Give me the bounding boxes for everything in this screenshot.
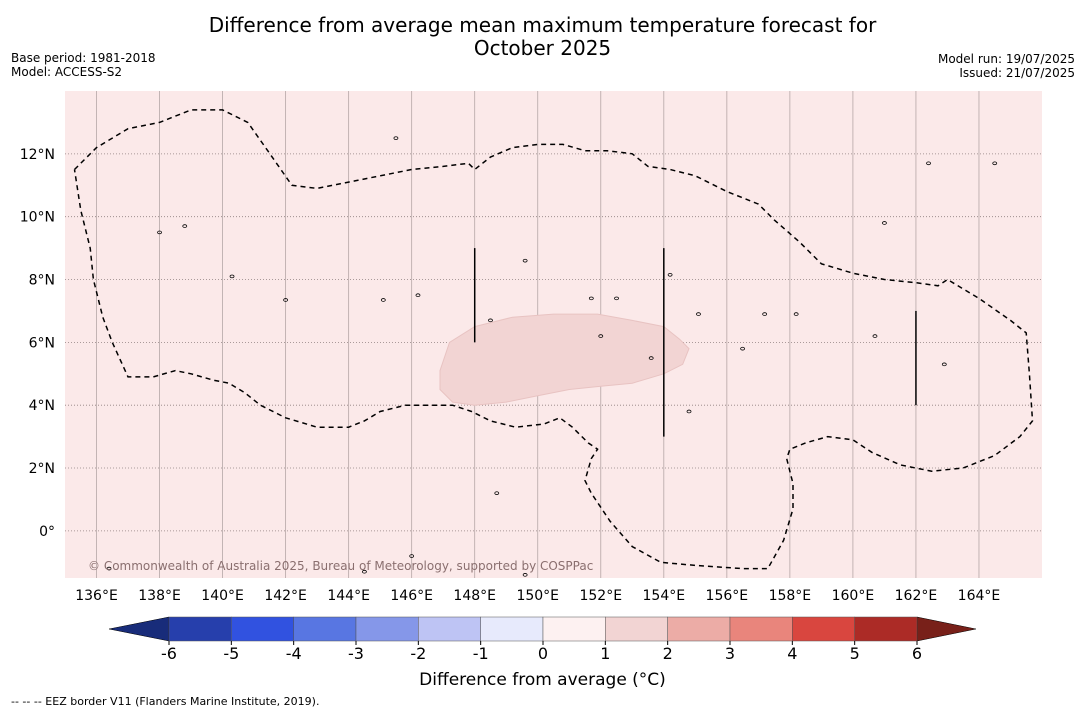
colorbar-tick-label: 6	[912, 644, 922, 663]
island-outline	[793, 312, 799, 316]
colorbar-segment	[854, 616, 918, 642]
island-outline	[667, 273, 673, 277]
colorbar-tick-label: 4	[787, 644, 797, 663]
eez-footnote: -- -- -- EEZ border V11 (Flanders Marine…	[11, 695, 320, 708]
island-outline	[992, 161, 998, 166]
lon-tick-label: 148°E	[453, 588, 496, 604]
island-outline	[872, 334, 878, 338]
colorbar-segment	[355, 616, 419, 642]
island-outline	[522, 258, 528, 263]
map-layer: 136°E 138°E 140°E 142°E 144°E 146°E 148°E 150°E…	[20, 91, 1042, 604]
base-period-text: Base period: 1981-2018	[11, 51, 156, 65]
island-outline	[696, 312, 701, 316]
colorbar-tick-label: 1	[600, 644, 610, 663]
lon-tick-label: 152°E	[579, 588, 622, 604]
island-outline	[393, 136, 399, 140]
lon-tick-label: 154°E	[643, 588, 686, 604]
colorbar-tick-label: -5	[223, 644, 239, 663]
island-outline	[283, 298, 289, 302]
lat-tick-label: 8°N	[29, 273, 55, 289]
lon-tick-label: 138°E	[138, 588, 181, 604]
lat-tick-label: 12°N	[20, 147, 55, 163]
colorbar-tick-label: -4	[286, 644, 302, 663]
colorbar-segment	[418, 616, 481, 642]
island-outline	[415, 293, 421, 298]
colorbar-tick-label: 5	[850, 644, 860, 663]
colorbar-segment	[792, 616, 855, 642]
colorbar-tick-label: -6	[161, 644, 177, 663]
lon-tick-label: 150°E	[516, 588, 559, 604]
lon-tick-label: 144°E	[327, 588, 370, 604]
lon-tick-label: 140°E	[201, 588, 244, 604]
lon-tick-label: 162°E	[895, 588, 938, 604]
island-outline	[648, 356, 654, 360]
island-outline	[941, 362, 947, 367]
lat-tick-label: 4°N	[29, 398, 55, 414]
colorbar-segment	[231, 616, 294, 642]
map-title: Difference from average mean maximum tem…	[0, 14, 1085, 60]
model-run-text: Model run: 19/07/2025	[937, 52, 1075, 66]
colorbar-segment	[667, 616, 731, 642]
lon-tick-label: 160°E	[832, 588, 875, 604]
island-outline	[182, 224, 188, 228]
island-outline	[740, 346, 745, 351]
lat-tick-label: 6°N	[29, 335, 55, 351]
island-outline	[488, 318, 493, 323]
lon-tick-label: 136°E	[75, 588, 118, 604]
lon-tick-label: 156°E	[706, 588, 749, 604]
lon-tick-label: 158°E	[769, 588, 812, 604]
lon-tick-label: 146°E	[390, 588, 433, 604]
colorbar-over-arrow	[916, 616, 977, 642]
colorbar-segment	[605, 616, 668, 642]
island-outline	[380, 298, 386, 302]
island-outline	[762, 312, 768, 316]
colorbar-tick-label: -2	[410, 644, 426, 663]
colorbar-segment	[542, 616, 606, 642]
island-outline	[494, 491, 500, 495]
island-outline	[157, 230, 162, 235]
colorbar-segment	[168, 616, 232, 642]
island-outline	[686, 409, 692, 414]
run-info: Model run: 19/07/2025 Issued: 21/07/2025	[938, 52, 1075, 80]
island-outline	[926, 161, 931, 166]
lat-tick-label: 2°N	[29, 461, 55, 477]
colorbar-segment	[480, 616, 544, 642]
island-outline	[106, 566, 112, 571]
island-outline	[362, 569, 367, 574]
issued-text: Issued: 21/07/2025	[959, 66, 1075, 80]
colorbar: -6 -5 -4 -3 -2 -1 0 1 2 3 4 5 6	[108, 616, 977, 663]
island-outline	[614, 296, 619, 301]
colorbar-tick-label: 3	[725, 644, 735, 663]
lat-tick-label: 0°	[39, 524, 55, 540]
colorbar-under-arrow	[108, 616, 170, 642]
colorbar-tick-label: 2	[663, 644, 673, 663]
island-outline	[229, 274, 235, 279]
island-outline	[588, 296, 594, 301]
lon-tick-label: 164°E	[958, 588, 1001, 604]
lat-tick-label: 10°N	[20, 210, 55, 226]
model-text: Model: ACCESS-S2	[11, 65, 123, 79]
eez-border	[73, 109, 1034, 570]
model-info: Base period: 1981-2018 Model: ACCESS-S2	[11, 51, 156, 79]
colorbar-tick-label: 0	[538, 644, 548, 663]
island-outline	[598, 334, 604, 338]
colorbar-segment	[293, 616, 357, 642]
map-title-line1: Difference from average mean maximum tem…	[208, 13, 877, 37]
colorbar-tick-label: -3	[348, 644, 364, 663]
island-outline	[522, 573, 528, 577]
map-title-line2: October 2025	[473, 36, 612, 60]
colorbar-tick-label: -1	[473, 644, 489, 663]
colorbar-label: Difference from average (°C)	[419, 670, 666, 690]
colorbar-segment	[729, 616, 793, 642]
island-outline	[409, 554, 415, 558]
island-outline	[882, 221, 887, 225]
copyright-text: © Commonwealth of Australia 2025, Bureau…	[88, 559, 593, 573]
lon-tick-label: 142°E	[264, 588, 307, 604]
